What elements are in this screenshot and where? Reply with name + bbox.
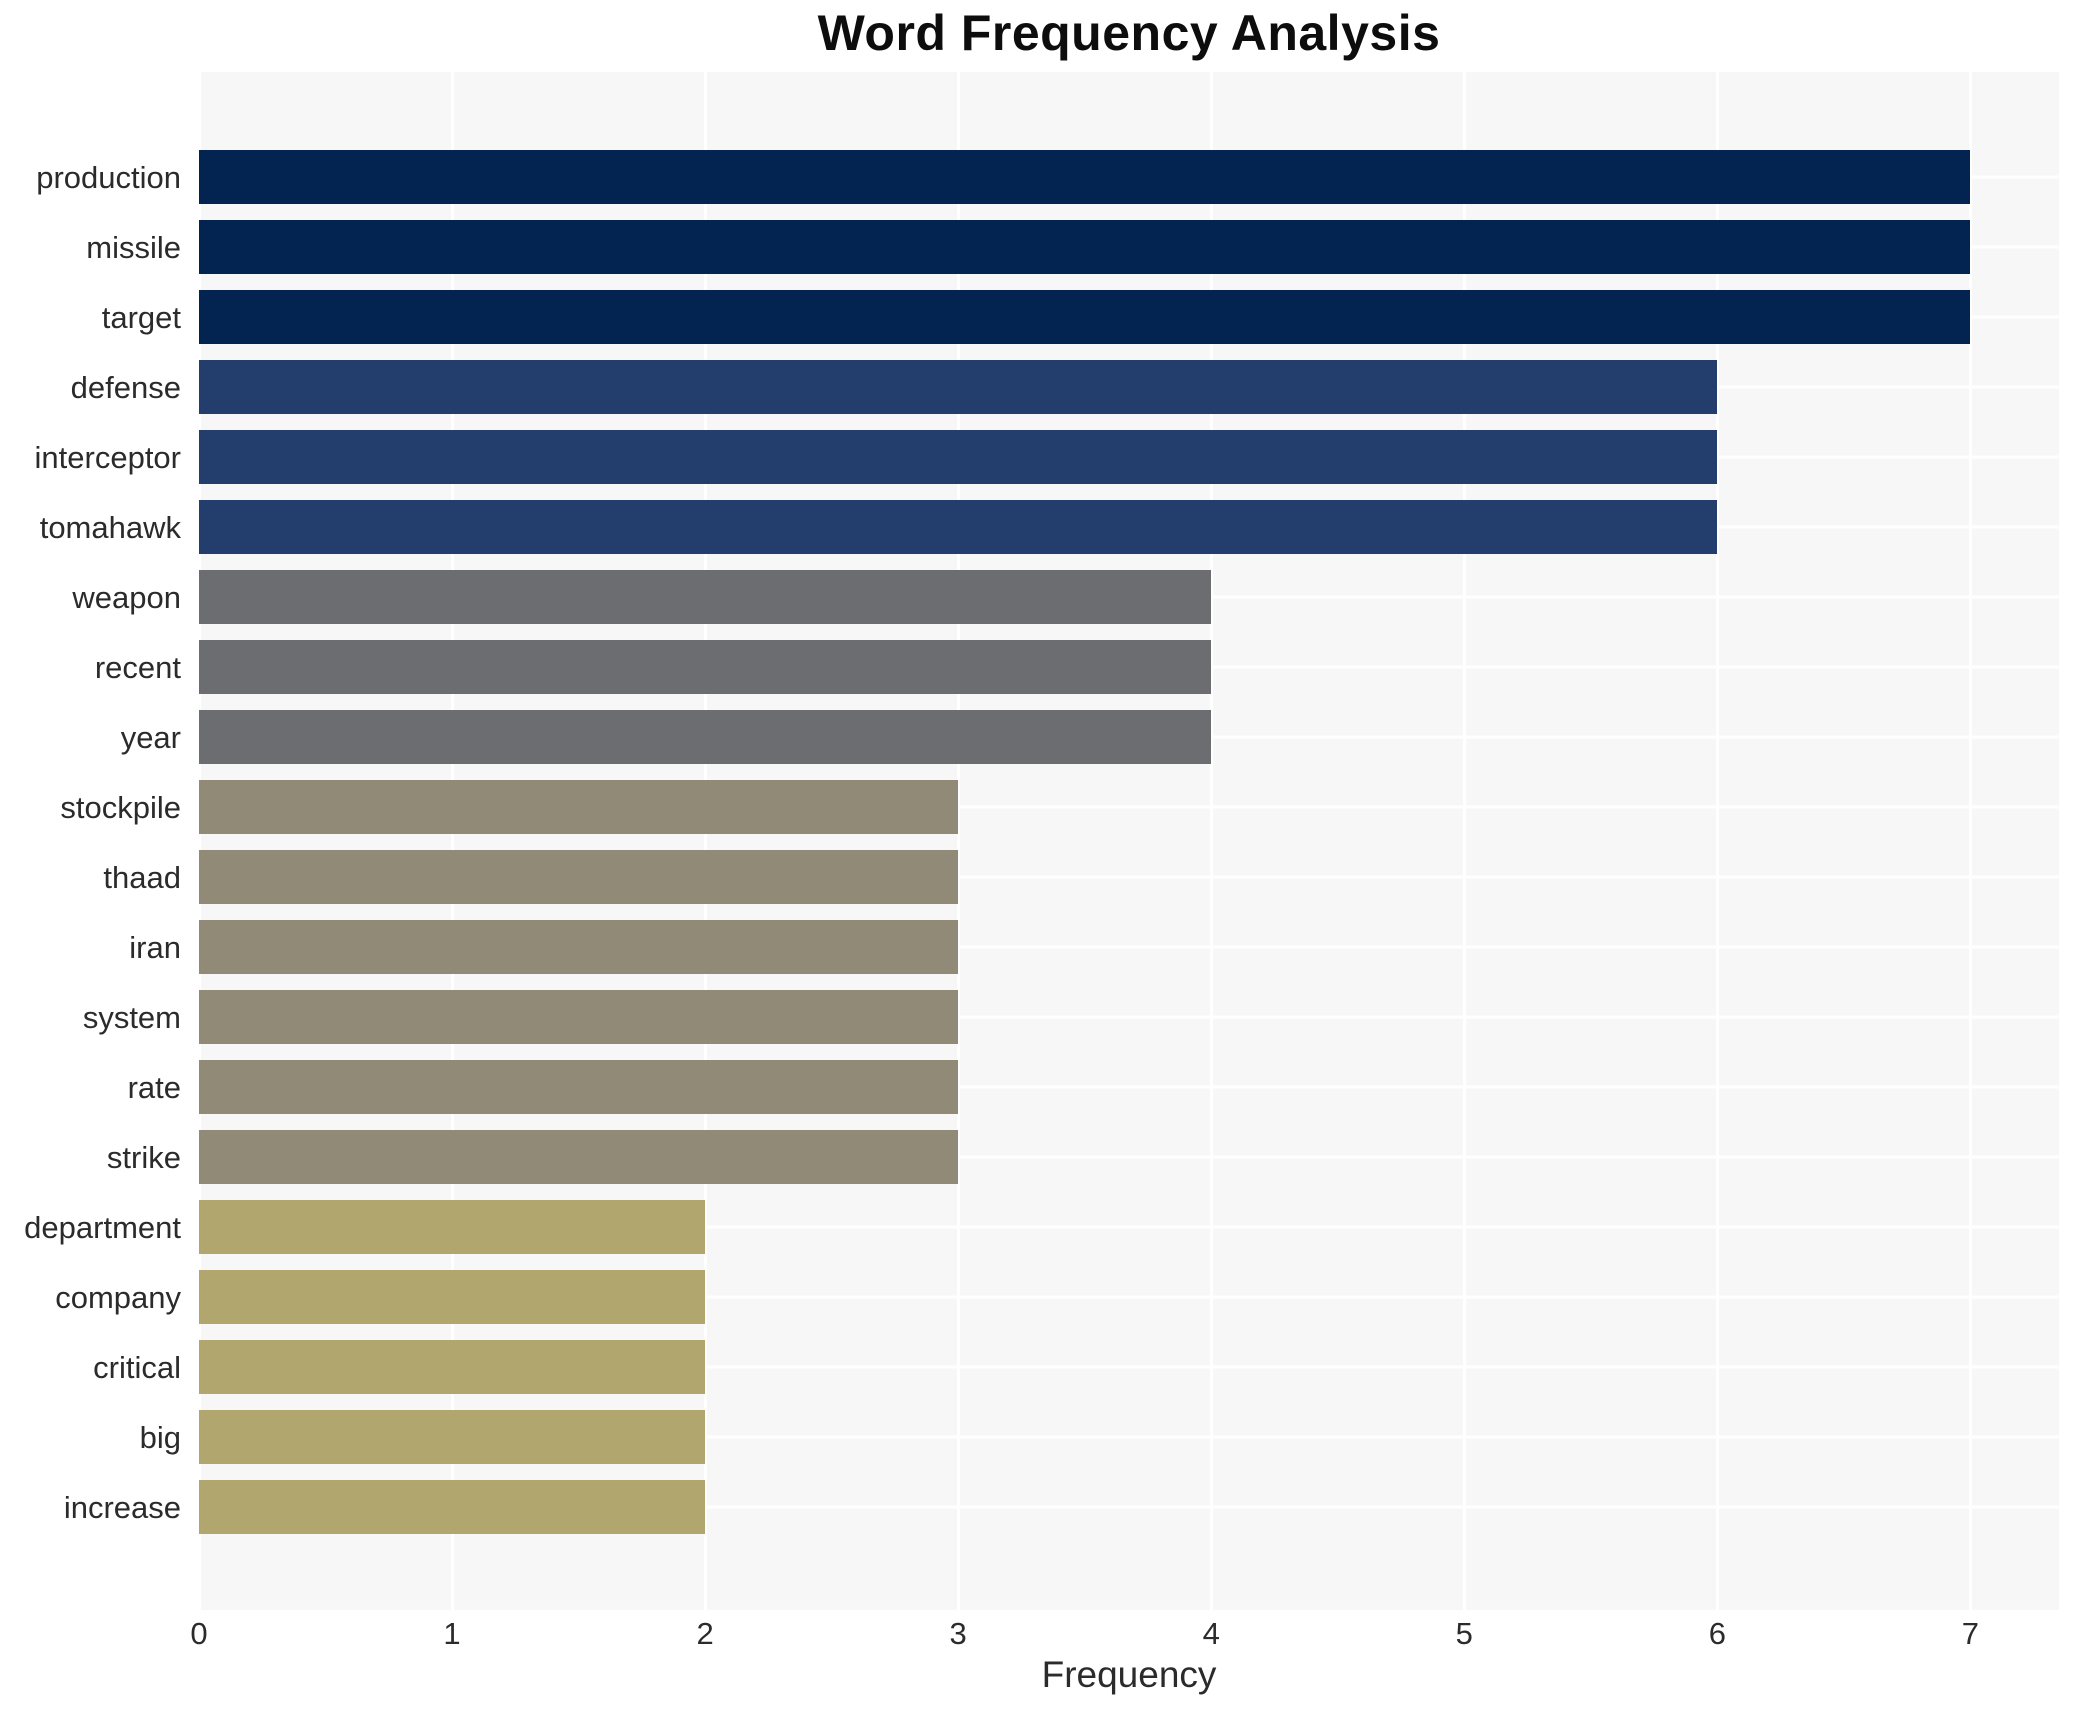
- x-tick-label: 7: [1961, 1616, 1980, 1651]
- frequency-bar: [199, 780, 959, 834]
- bar-row: company: [55, 1262, 2059, 1332]
- category-label: thaad: [103, 859, 181, 895]
- x-tick-label: 6: [1708, 1616, 1726, 1651]
- bar-row: strike: [107, 1122, 2059, 1192]
- category-label: stockpile: [60, 789, 181, 825]
- horizontal-gridline: [199, 1015, 2059, 1019]
- bar-row: year: [121, 702, 2059, 772]
- vertical-gridline: [451, 72, 455, 1610]
- bar-row: increase: [64, 1472, 2059, 1542]
- bar-row: recent: [95, 632, 2059, 702]
- horizontal-gridline: [199, 1155, 2059, 1159]
- category-label: critical: [93, 1349, 181, 1385]
- frequency-bar: [199, 1130, 959, 1184]
- x-tick-label: 5: [1455, 1616, 1473, 1651]
- category-label: interceptor: [34, 439, 181, 475]
- category-label: rate: [127, 1069, 181, 1105]
- frequency-bar: [199, 430, 1718, 484]
- x-tick-label: 0: [190, 1616, 208, 1651]
- chart-title: Word Frequency Analysis: [817, 5, 1441, 61]
- category-label: weapon: [72, 579, 181, 615]
- category-label: recent: [94, 649, 181, 685]
- bar-row: department: [24, 1192, 2059, 1262]
- frequency-bar: [199, 1340, 706, 1394]
- bar-row: production: [36, 142, 2059, 212]
- frequency-bar: [199, 1200, 706, 1254]
- bar-row: defense: [71, 352, 2059, 422]
- bar-row: target: [102, 282, 2059, 352]
- bar-row: thaad: [103, 842, 2059, 912]
- frequency-bar: [199, 220, 1971, 274]
- plot-area: production missile target defense intercepto…: [24, 72, 2059, 1610]
- category-label: system: [82, 999, 181, 1035]
- frequency-bar: [199, 640, 1212, 694]
- bar-row: iran: [129, 912, 2059, 982]
- x-axis-label: Frequency: [1041, 1654, 1217, 1695]
- frequency-bar: [199, 290, 1971, 344]
- frequency-bar: [199, 710, 1212, 764]
- horizontal-gridline: [199, 945, 2059, 949]
- category-label: strike: [106, 1139, 181, 1175]
- category-label: production: [36, 159, 181, 195]
- frequency-bar: [199, 500, 1718, 554]
- x-tick-label: 4: [1202, 1616, 1220, 1651]
- frequency-bar: [199, 360, 1718, 414]
- category-label: target: [101, 299, 181, 335]
- frequency-bar: [199, 1410, 706, 1464]
- horizontal-gridline: [199, 1435, 2059, 1439]
- bar-row: weapon: [72, 562, 2059, 632]
- bar-row: interceptor: [35, 422, 2059, 492]
- bar-row: missile: [86, 212, 2059, 282]
- bar-rows-container: production missile target defense intercepto…: [24, 72, 2059, 1610]
- category-label: defense: [70, 369, 181, 405]
- horizontal-gridline: [199, 875, 2059, 879]
- frequency-bar: [199, 920, 959, 974]
- category-label: iran: [129, 929, 181, 965]
- vertical-gridline: [1463, 72, 1467, 1610]
- bar-row: rate: [128, 1052, 2059, 1122]
- category-label: company: [55, 1279, 181, 1315]
- frequency-bar: [199, 570, 1212, 624]
- vertical-gridline: [1716, 72, 1720, 1610]
- x-tick-label: 3: [949, 1616, 967, 1651]
- frequency-bar: [199, 850, 959, 904]
- bar-row: big: [140, 1402, 2059, 1472]
- frequency-bar: [199, 150, 1971, 204]
- frequency-bar: [199, 1270, 706, 1324]
- vertical-gridline: [1969, 72, 1973, 1610]
- frequency-bar: [199, 1060, 959, 1114]
- horizontal-gridline: [199, 805, 2059, 809]
- horizontal-gridline: [199, 1365, 2059, 1369]
- category-label: missile: [86, 229, 181, 265]
- bar-row: critical: [93, 1332, 2059, 1402]
- bar-row: stockpile: [60, 772, 2059, 842]
- category-label: increase: [63, 1489, 181, 1525]
- vertical-gridline: [198, 72, 201, 1610]
- x-tick-label: 1: [443, 1616, 461, 1651]
- horizontal-gridline: [199, 1505, 2059, 1509]
- frequency-bar: [199, 990, 959, 1044]
- x-axis-ticks: 0 1 2 3 4 5 6 7: [190, 1616, 2059, 1658]
- x-tick-label: 2: [696, 1616, 714, 1651]
- vertical-gridline: [1210, 72, 1214, 1610]
- vertical-gridline: [704, 72, 708, 1610]
- bar-row: system: [83, 982, 2059, 1052]
- category-label: tomahawk: [39, 509, 181, 545]
- horizontal-gridline: [199, 1295, 2059, 1299]
- category-label: big: [139, 1419, 181, 1455]
- horizontal-gridline: [199, 1225, 2059, 1229]
- frequency-bar: [199, 1480, 706, 1534]
- horizontal-gridline: [199, 1085, 2059, 1089]
- vertical-gridline: [957, 72, 961, 1610]
- category-label: department: [24, 1209, 181, 1245]
- category-label: year: [120, 719, 181, 755]
- bar-row: tomahawk: [40, 492, 2059, 562]
